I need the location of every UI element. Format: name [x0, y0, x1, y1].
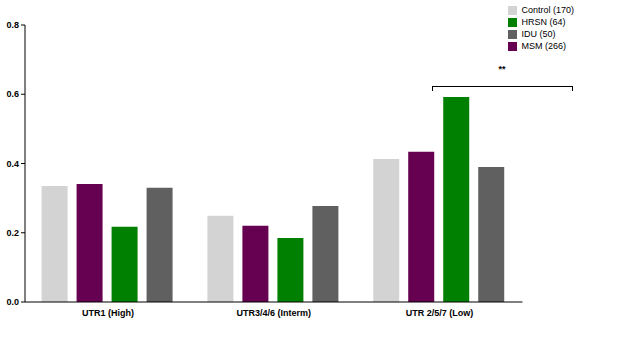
html-text:MSM (266): MSM (266) — [521, 41, 566, 51]
html-text:Control (170): Control (170) — [521, 5, 574, 15]
svg-text:0.2: 0.2 — [8, 228, 19, 238]
svg-text:UTR3/4/6 (Interm): UTR3/4/6 (Interm) — [236, 308, 311, 318]
svg-text:0.0: 0.0 — [8, 297, 19, 307]
html-text:HRSN (64): HRSN (64) — [521, 17, 566, 27]
svg-text:0.6: 0.6 — [8, 89, 19, 99]
svg-text:UTR1 (High): UTR1 (High) — [82, 308, 134, 318]
svg-text:0.8: 0.8 — [8, 20, 19, 30]
html-text:IDU (50): IDU (50) — [521, 29, 556, 39]
svg-text:UTR 2/5/7 (Low): UTR 2/5/7 (Low) — [406, 308, 474, 318]
svg-text:0.4: 0.4 — [8, 159, 19, 169]
